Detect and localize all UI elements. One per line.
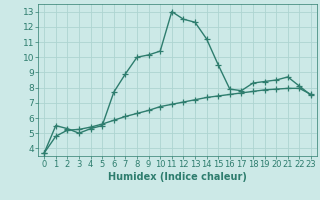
X-axis label: Humidex (Indice chaleur): Humidex (Indice chaleur): [108, 172, 247, 182]
